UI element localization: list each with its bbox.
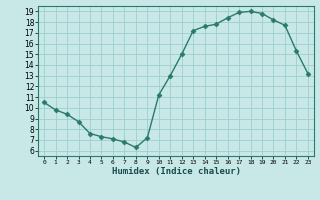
- X-axis label: Humidex (Indice chaleur): Humidex (Indice chaleur): [111, 167, 241, 176]
